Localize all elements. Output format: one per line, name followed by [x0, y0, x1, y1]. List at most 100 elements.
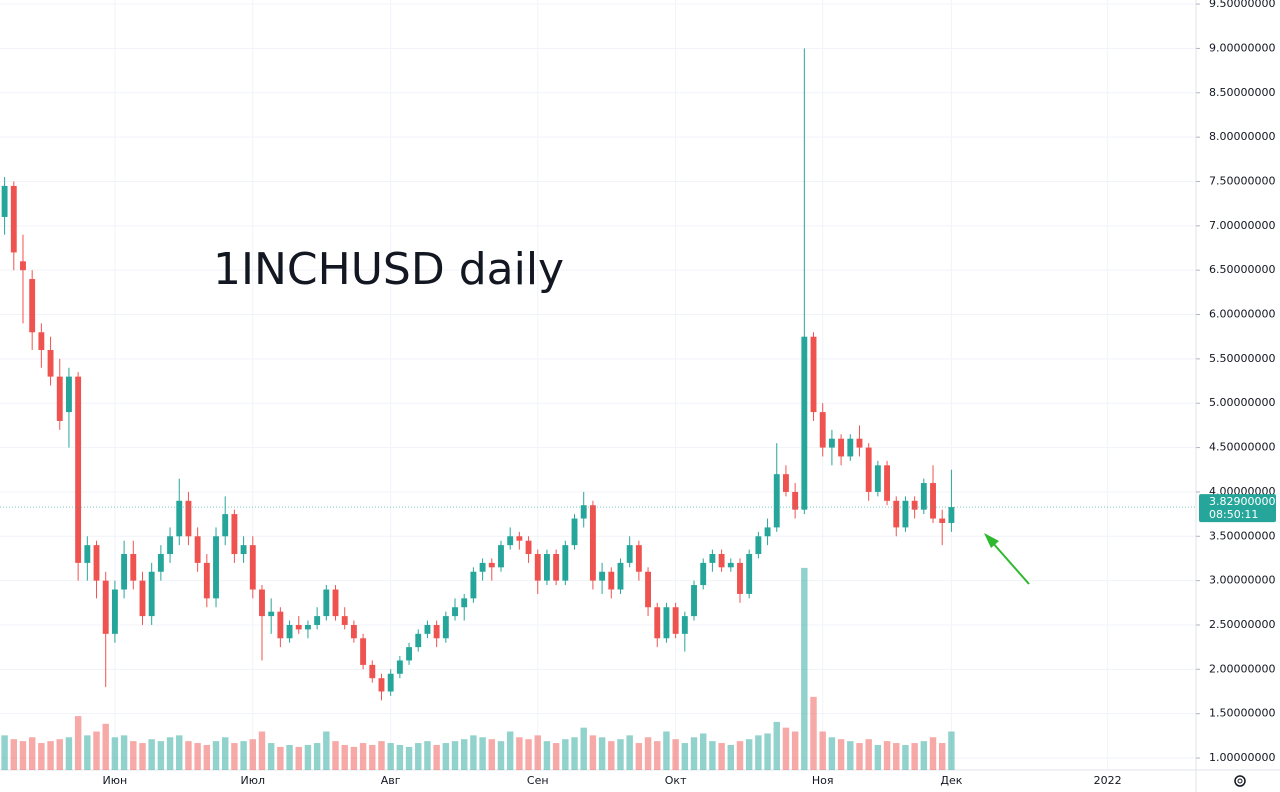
candle-body: [626, 545, 633, 563]
volume-bar: [341, 744, 348, 770]
candle-body: [838, 438, 845, 457]
volume-bar: [938, 743, 946, 770]
candle-body: [231, 514, 238, 555]
candle-body: [433, 624, 440, 639]
candle-body: [286, 624, 293, 639]
volume-bar: [709, 741, 716, 770]
candle-body: [654, 607, 661, 639]
candle-body: [396, 660, 403, 674]
candle-body: [323, 589, 330, 617]
candle-body: [810, 336, 817, 413]
candle-body: [672, 607, 679, 634]
volume-bar: [810, 696, 817, 770]
candle-body: [66, 376, 72, 413]
candle-body: [764, 527, 771, 537]
candle-body: [10, 185, 17, 253]
volume-bar: [497, 741, 505, 770]
candle-body: [507, 536, 514, 546]
candle-body: [20, 261, 26, 271]
candle-body: [865, 447, 872, 492]
candle-body: [194, 536, 201, 563]
volume-bar: [773, 721, 780, 770]
volume-bar: [654, 741, 661, 770]
volume-bar: [883, 741, 891, 770]
volume-bar: [405, 746, 413, 770]
volume-bar: [470, 735, 477, 770]
candle-body: [38, 332, 45, 351]
candle-body: [424, 624, 431, 634]
candle-body: [773, 474, 780, 528]
volume-bar: [231, 743, 238, 770]
last-price-label: 3.82900000: [1209, 495, 1275, 508]
candle-body: [755, 536, 762, 555]
candle-body: [176, 500, 183, 537]
candle-body: [157, 554, 164, 572]
candle-body: [801, 336, 808, 510]
candle-body: [84, 545, 91, 563]
volume-bar: [635, 743, 643, 770]
y-tick-label: 5.50000000: [1209, 352, 1275, 365]
candle-body: [259, 589, 265, 617]
candle-body: [608, 571, 615, 590]
volume-bar: [120, 735, 128, 770]
volume-bar: [562, 739, 569, 770]
volume-bar: [828, 737, 836, 770]
y-tick-label: 5.00000000: [1209, 396, 1275, 409]
candle-body: [856, 438, 863, 448]
volume-bar: [148, 739, 155, 770]
volume-bar: [801, 567, 808, 770]
volume-bar: [690, 737, 698, 770]
y-tick-label: 7.50000000: [1209, 174, 1275, 187]
candle-body: [314, 616, 321, 625]
volume-bar: [442, 743, 450, 770]
candle-body: [534, 554, 541, 581]
candle-body: [341, 616, 348, 625]
y-tick-label: 4.50000000: [1209, 441, 1275, 454]
candle-body: [479, 562, 486, 572]
volume-bar: [727, 744, 735, 770]
candle-body: [544, 554, 550, 581]
candle-body: [167, 536, 173, 555]
chart-title: 1INCHUSD daily: [213, 244, 564, 295]
candle-body: [948, 507, 955, 523]
candle-body: [645, 571, 651, 608]
volume-bar: [267, 743, 275, 770]
volume-bar: [369, 744, 376, 770]
volume-bar: [203, 744, 211, 770]
volume-bar: [157, 741, 165, 770]
volume-bar: [19, 741, 27, 770]
candle-body: [111, 589, 118, 634]
settings-icon[interactable]: [1234, 775, 1246, 787]
candle-body: [102, 580, 109, 634]
candle-body: [56, 376, 63, 421]
y-tick-label: 8.50000000: [1209, 86, 1275, 99]
volume-bar: [65, 737, 73, 770]
candle-body: [792, 491, 799, 510]
volume-bar: [396, 744, 404, 770]
volume-bar: [84, 735, 91, 770]
y-tick-label: 1.50000000: [1209, 707, 1275, 720]
y-tick-label: 3.50000000: [1209, 529, 1275, 542]
volume-bar: [221, 737, 229, 770]
volume-bar: [139, 743, 146, 770]
candle-body: [415, 633, 422, 648]
volume-bar: [304, 744, 312, 770]
candle-body: [240, 545, 247, 555]
volume-bar: [378, 741, 385, 770]
volume-bar: [185, 741, 192, 770]
volume-bar: [755, 735, 762, 770]
volume-bar: [433, 744, 440, 770]
candle-body: [681, 616, 688, 634]
candle-body: [148, 571, 155, 617]
candle-body: [498, 545, 504, 568]
y-tick-label: 2.50000000: [1209, 618, 1275, 631]
countdown-label: 08:50:11: [1209, 508, 1258, 521]
candle-body: [635, 545, 642, 572]
candle-body: [580, 505, 587, 519]
candle-body: [442, 616, 449, 639]
candle-body: [268, 611, 275, 617]
volume-bar: [56, 739, 63, 770]
candle-body: [884, 465, 890, 501]
candle-body: [93, 545, 100, 581]
volume-bar: [543, 741, 551, 770]
